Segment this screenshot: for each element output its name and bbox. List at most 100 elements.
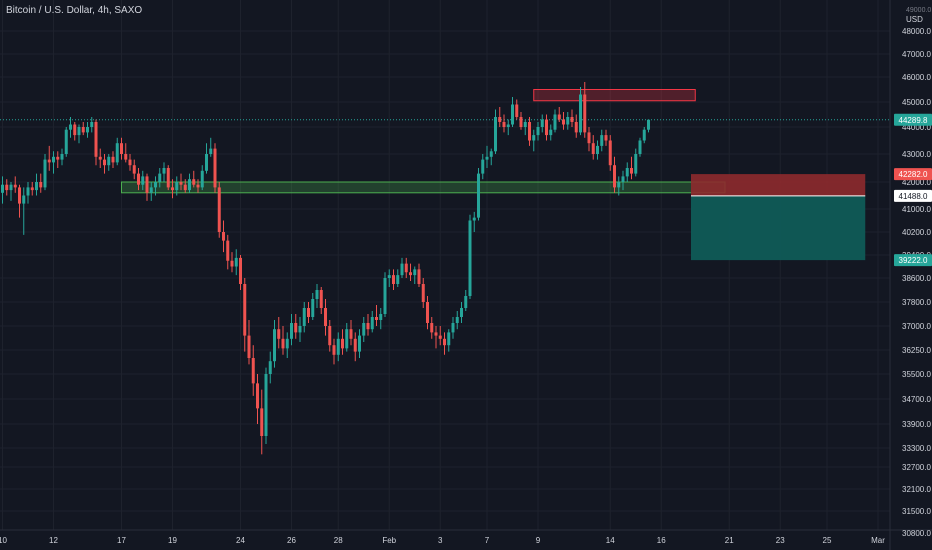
candle-body[interactable] [239, 257, 242, 284]
candle-body[interactable] [149, 187, 153, 193]
candle-body[interactable] [260, 408, 264, 436]
candle-body[interactable] [353, 338, 357, 352]
candle-body[interactable] [264, 374, 268, 436]
candle-body[interactable] [43, 159, 47, 188]
candle-body[interactable] [273, 329, 276, 362]
candle-body[interactable] [468, 220, 472, 297]
candle-body[interactable] [145, 176, 149, 193]
candle-body[interactable] [574, 122, 578, 133]
candle-body[interactable] [200, 170, 204, 188]
candle-body[interactable] [247, 335, 251, 358]
candle-body[interactable] [426, 302, 429, 323]
candle-body[interactable] [358, 335, 361, 352]
candle-body[interactable] [438, 335, 442, 339]
candle-body[interactable] [404, 263, 408, 273]
candle-body[interactable] [379, 314, 383, 320]
candle-body[interactable] [596, 145, 599, 154]
candle-body[interactable] [434, 332, 438, 336]
candle-body[interactable] [98, 156, 102, 160]
candle-body[interactable] [566, 117, 570, 125]
candle-body[interactable] [579, 94, 582, 133]
candle-body[interactable] [349, 329, 353, 339]
candle-body[interactable] [154, 182, 157, 188]
candle-body[interactable] [366, 323, 370, 330]
candle-body[interactable] [642, 129, 646, 141]
candle-body[interactable] [319, 290, 323, 308]
candle-body[interactable] [332, 345, 336, 355]
candle-body[interactable] [502, 122, 506, 127]
candle-body[interactable] [268, 361, 272, 374]
candle-body[interactable] [400, 263, 404, 276]
candle-body[interactable] [230, 260, 234, 267]
candle-body[interactable] [638, 140, 642, 155]
candle-body[interactable] [489, 151, 493, 157]
candle-body[interactable] [591, 143, 595, 154]
candle-body[interactable] [647, 119, 650, 130]
candle-body[interactable] [634, 154, 638, 174]
candle-body[interactable] [472, 217, 476, 221]
candle-body[interactable] [234, 257, 238, 267]
candle-body[interactable] [413, 269, 417, 276]
candle-body[interactable] [5, 184, 9, 191]
candle-body[interactable] [460, 308, 463, 317]
candle-body[interactable] [553, 114, 557, 130]
candle-body[interactable] [9, 184, 13, 191]
candle-body[interactable] [277, 329, 281, 339]
candle-body[interactable] [464, 296, 468, 308]
candle-body[interactable] [600, 135, 604, 146]
candle-body[interactable] [103, 159, 106, 166]
candle-body[interactable] [545, 119, 548, 136]
candle-body[interactable] [336, 338, 340, 355]
support-zone[interactable] [121, 181, 726, 194]
candle-body[interactable] [175, 182, 179, 191]
candle-body[interactable] [35, 182, 38, 191]
candle-body[interactable] [587, 132, 591, 144]
candle-body[interactable] [630, 168, 633, 174]
take-profit-box[interactable] [691, 195, 866, 261]
candle-body[interactable] [294, 323, 298, 333]
candle-body[interactable] [519, 117, 523, 127]
candle-body[interactable] [73, 124, 77, 136]
candle-body[interactable] [107, 156, 111, 166]
candle-body[interactable] [213, 148, 217, 188]
candle-body[interactable] [523, 122, 527, 127]
candle-body[interactable] [328, 326, 332, 346]
candle-body[interactable] [251, 358, 255, 384]
candle-body[interactable] [345, 329, 349, 349]
candle-body[interactable] [387, 275, 391, 278]
candle-body[interactable] [13, 184, 17, 188]
candle-body[interactable] [392, 275, 395, 284]
candle-body[interactable] [528, 122, 531, 141]
candle-body[interactable] [94, 122, 98, 157]
candle-body[interactable] [192, 179, 196, 185]
candle-body[interactable] [86, 127, 89, 133]
candle-body[interactable] [583, 94, 587, 133]
candle-body[interactable] [81, 127, 85, 133]
candle-body[interactable] [226, 240, 230, 261]
candle-body[interactable] [183, 184, 187, 191]
candle-body[interactable] [158, 173, 162, 182]
candle-body[interactable] [171, 187, 174, 191]
candle-body[interactable] [540, 119, 544, 128]
candle-body[interactable] [451, 323, 455, 333]
candle-body[interactable] [188, 179, 191, 191]
candle-body[interactable] [307, 308, 310, 317]
candle-body[interactable] [166, 168, 170, 188]
stop-loss-box[interactable] [691, 174, 866, 196]
candle-body[interactable] [120, 143, 123, 154]
resistance-zone[interactable] [533, 89, 696, 102]
candle-body[interactable] [179, 182, 183, 185]
candle-body[interactable] [447, 332, 451, 346]
candle-body[interactable] [421, 284, 425, 302]
candle-body[interactable] [608, 140, 612, 166]
candle-body[interactable] [481, 159, 485, 174]
candle-body[interactable] [132, 165, 136, 174]
candle-body[interactable] [77, 127, 81, 136]
candle-body[interactable] [562, 119, 565, 125]
candle-body[interactable] [375, 317, 378, 320]
time-axis[interactable] [0, 530, 932, 550]
candle-body[interactable] [124, 154, 128, 160]
candle-body[interactable] [1, 184, 4, 193]
price-axis[interactable] [890, 0, 932, 550]
